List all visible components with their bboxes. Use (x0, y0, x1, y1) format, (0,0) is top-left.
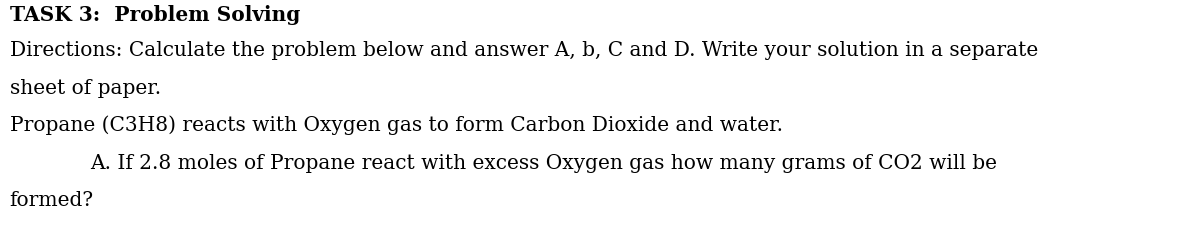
Text: sheet of paper.: sheet of paper. (10, 79, 161, 98)
Text: formed?: formed? (10, 190, 94, 209)
Text: TASK 3:  Problem Solving: TASK 3: Problem Solving (10, 4, 300, 24)
Text: A. If 2.8 moles of Propane react with excess Oxygen gas how many grams of CO2 wi: A. If 2.8 moles of Propane react with ex… (90, 153, 997, 172)
Text: Directions: Calculate the problem below and answer A, b, C and D. Write your sol: Directions: Calculate the problem below … (10, 40, 1038, 59)
Text: Propane (C3H8) reacts with Oxygen gas to form Carbon Dioxide and water.: Propane (C3H8) reacts with Oxygen gas to… (10, 115, 782, 134)
